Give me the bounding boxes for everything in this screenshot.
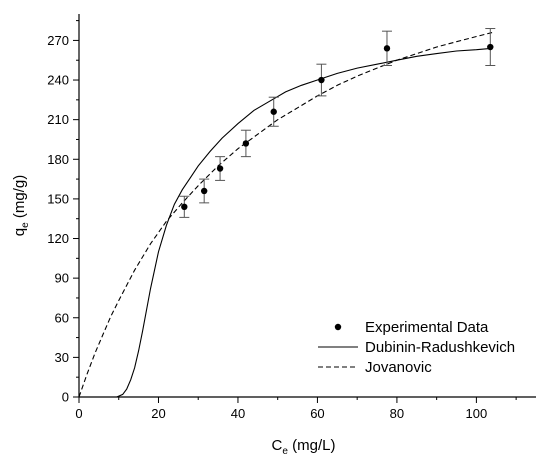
- data-point: [216, 165, 224, 172]
- x-tick-label: 20: [151, 406, 165, 421]
- y-tick-label: 150: [47, 191, 69, 206]
- x-tick-label: 80: [390, 406, 404, 421]
- data-point: [242, 140, 250, 147]
- data-point: [318, 76, 325, 84]
- data-point: [181, 203, 188, 211]
- legend: Experimental Data Dubinin-Radushkevich Jov…: [318, 319, 515, 376]
- y-tick-label: 240: [47, 73, 69, 88]
- data-point: [383, 45, 391, 52]
- legend-label-dubinin-radushkevich: Dubinin-Radushkevich: [365, 339, 515, 356]
- points-layer: [179, 28, 496, 218]
- data-point: [487, 43, 494, 51]
- legend-marker-experimental-data: [334, 323, 342, 331]
- x-tick-label: 40: [231, 406, 245, 421]
- y-tick-label: 210: [47, 112, 69, 127]
- x-tick-label: 0: [75, 406, 82, 421]
- axes-layer: 0 20 40 60 80 100 0 30 60 90 120 150 180 210 240 270 Ce …: [11, 14, 536, 456]
- y-axis-title: qe (mg/g): [11, 175, 31, 236]
- y-tick-label: 30: [55, 350, 69, 365]
- y-tick-label: 90: [55, 271, 69, 286]
- legend-label-jovanovic: Jovanovic: [365, 359, 432, 376]
- data-point: [200, 187, 208, 195]
- data-point: [270, 108, 277, 115]
- y-tick-label: 60: [55, 310, 69, 325]
- y-tick-label: 0: [62, 390, 69, 405]
- legend-label-experimental-data: Experimental Data: [365, 319, 489, 336]
- x-tick-label: 60: [310, 406, 324, 421]
- x-tick-label: 100: [466, 406, 488, 421]
- curves-layer: [78, 31, 493, 398]
- y-tick-label: 120: [47, 231, 69, 246]
- y-tick-label: 180: [47, 152, 69, 167]
- series-line-jovanovic: [78, 31, 493, 398]
- x-axis-title: Ce (mg/L): [272, 437, 336, 456]
- y-tick-label: 270: [47, 33, 69, 48]
